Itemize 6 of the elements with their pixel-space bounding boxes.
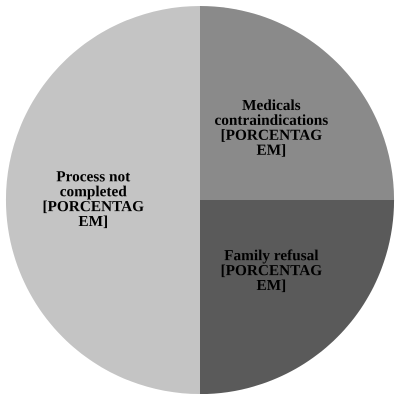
slice-label: Process not completed bbox=[56, 171, 130, 200]
slice-label: Medicals contraindications bbox=[215, 99, 328, 126]
slice-label: Family refusal bbox=[224, 249, 318, 264]
data-label: [PORCENTAG EM] bbox=[44, 200, 144, 228]
data-label: [PORCENTAG EM] bbox=[222, 129, 322, 157]
data-label: [PORCENTAG EM] bbox=[222, 264, 322, 292]
